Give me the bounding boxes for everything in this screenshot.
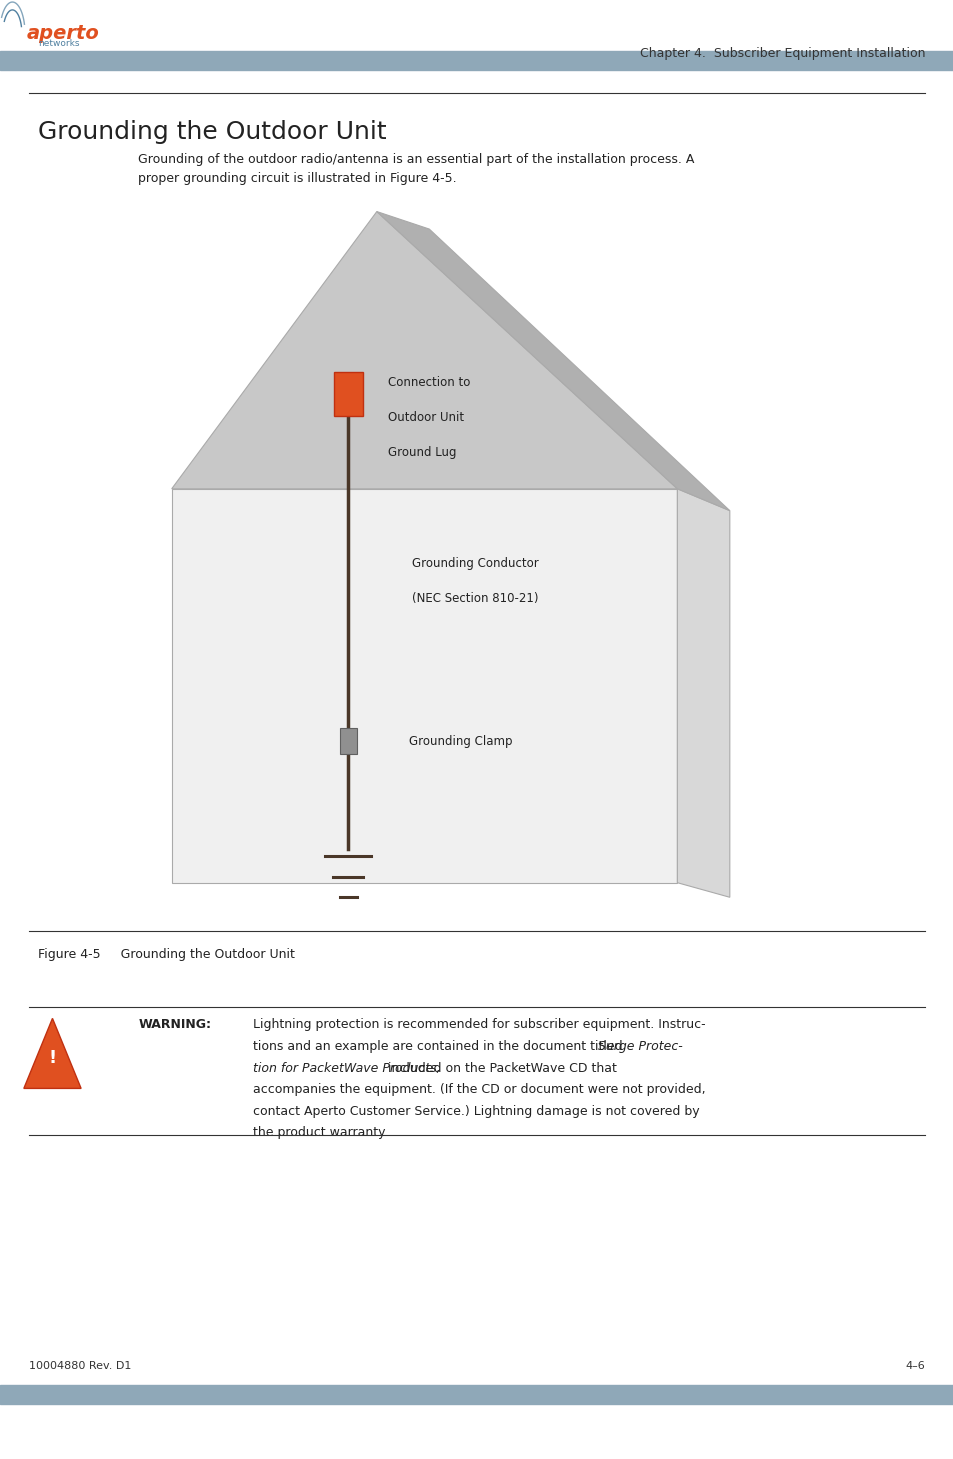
- Text: accompanies the equipment. (If the CD or document were not provided,: accompanies the equipment. (If the CD or…: [253, 1083, 704, 1096]
- Text: Grounding Clamp: Grounding Clamp: [409, 735, 512, 747]
- Text: networks: networks: [38, 39, 80, 48]
- Polygon shape: [677, 489, 729, 897]
- Text: Figure 4-5     Grounding the Outdoor Unit: Figure 4-5 Grounding the Outdoor Unit: [38, 948, 294, 961]
- Text: tions and an example are contained in the document titled: tions and an example are contained in th…: [253, 1040, 626, 1053]
- Bar: [339, 728, 356, 754]
- Text: Chapter 4.  Subscriber Equipment Installation: Chapter 4. Subscriber Equipment Installa…: [639, 48, 924, 60]
- Text: 4–6: 4–6: [904, 1361, 924, 1371]
- Text: Surge Protec-: Surge Protec-: [598, 1040, 682, 1053]
- Text: contact Aperto Customer Service.) Lightning damage is not covered by: contact Aperto Customer Service.) Lightn…: [253, 1104, 699, 1118]
- Text: included on the PacketWave CD that: included on the PacketWave CD that: [384, 1062, 617, 1075]
- Text: Grounding Conductor: Grounding Conductor: [412, 557, 538, 569]
- Polygon shape: [172, 212, 677, 489]
- Text: !: !: [49, 1049, 56, 1067]
- Text: Grounding of the outdoor radio/antenna is an essential part of the installation : Grounding of the outdoor radio/antenna i…: [138, 153, 694, 166]
- Text: WARNING:: WARNING:: [138, 1018, 212, 1032]
- Text: (NEC Section 810-21): (NEC Section 810-21): [412, 592, 538, 604]
- Bar: [0, 51, 953, 70]
- Polygon shape: [172, 489, 677, 883]
- Text: Lightning protection is recommended for subscriber equipment. Instruc-: Lightning protection is recommended for …: [253, 1018, 704, 1032]
- Polygon shape: [24, 1018, 81, 1088]
- Polygon shape: [376, 212, 729, 511]
- Text: the product warranty.: the product warranty.: [253, 1126, 387, 1139]
- Text: Connection to: Connection to: [388, 376, 470, 388]
- Text: Grounding the Outdoor Unit: Grounding the Outdoor Unit: [38, 120, 386, 143]
- Text: 10004880 Rev. D1: 10004880 Rev. D1: [29, 1361, 131, 1371]
- Text: aperto: aperto: [27, 23, 99, 44]
- Text: proper grounding circuit is illustrated in Figure 4-5.: proper grounding circuit is illustrated …: [138, 172, 456, 185]
- Bar: [0, 1385, 953, 1404]
- Text: Ground Lug: Ground Lug: [388, 446, 456, 458]
- Text: tion for PacketWave Products,: tion for PacketWave Products,: [253, 1062, 440, 1075]
- Text: Outdoor Unit: Outdoor Unit: [388, 411, 464, 423]
- Bar: [334, 372, 362, 416]
